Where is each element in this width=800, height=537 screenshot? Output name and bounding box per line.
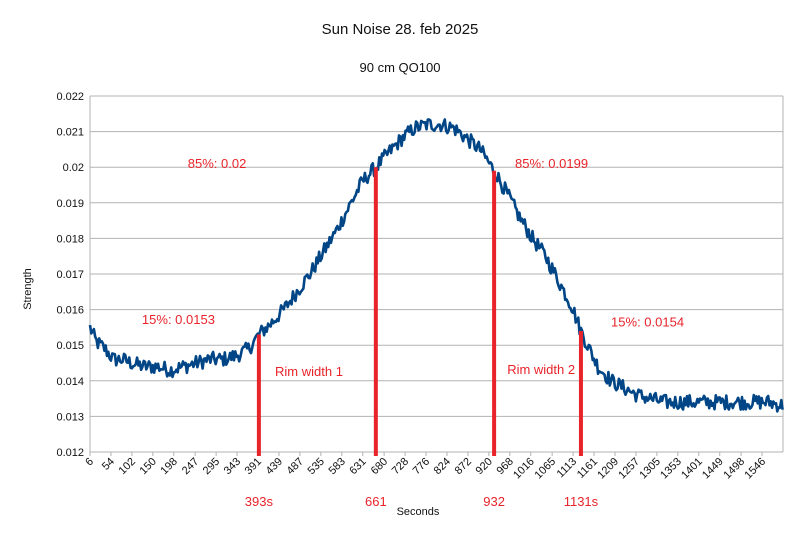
x-tick-label: 247 (180, 456, 201, 477)
x-tick-label: 1016 (511, 456, 537, 482)
y-tick-label: 0.017 (56, 269, 84, 281)
x-tick-label: 6 (83, 456, 96, 469)
marker-label: 393s (245, 494, 274, 509)
x-tick-label: 824 (432, 456, 453, 477)
y-tick-label: 0.012 (56, 447, 84, 459)
x-tick-label: 295 (201, 456, 222, 477)
x-tick-label: 150 (137, 456, 158, 477)
x-tick-label: 1209 (595, 456, 621, 482)
chart-title: Sun Noise 28. feb 2025 (322, 21, 479, 38)
x-tick-label: 198 (158, 456, 179, 477)
x-tick-label: 631 (347, 456, 368, 477)
annotations-group: 85%: 0.02 85%: 0.0199 15%: 0.0153 15%: 0.01… (142, 156, 684, 379)
x-tick-label: 535 (306, 456, 327, 477)
x-tick-label: 583 (326, 456, 347, 477)
x-tick-label: 728 (390, 456, 411, 477)
y-tick-label: 0.022 (56, 91, 84, 103)
grid (89, 95, 784, 453)
x-tick-label: 1305 (637, 456, 663, 482)
x-tick-label: 1401 (679, 456, 705, 482)
x-axis: 6 54 102 150 198 247 295 343 391 439 487 535 583 631 6… (83, 452, 768, 481)
annotation: 15%: 0.0154 (611, 315, 684, 330)
y-tick-label: 0.016 (56, 305, 84, 317)
y-tick-label: 0.018 (56, 233, 84, 245)
chart-subtitle: 90 cm QO100 (360, 60, 441, 75)
series-group (88, 118, 784, 413)
annotation: 85%: 0.02 (188, 156, 247, 171)
annotation: Rim width 1 (275, 364, 343, 379)
y-tick-label: 0.02 (63, 162, 84, 174)
x-tick-label: 872 (453, 456, 474, 477)
x-tick-label: 1113 (555, 456, 580, 481)
markers-group: 393s 661 932 1131s (245, 167, 599, 509)
series-line (88, 118, 784, 413)
x-tick-label: 1257 (616, 456, 642, 482)
x-axis-label: Seconds (397, 506, 440, 518)
x-tick-label: 1546 (742, 456, 768, 482)
x-tick-label: 776 (411, 456, 432, 477)
x-tick-label: 680 (369, 456, 390, 477)
x-tick-label: 439 (264, 456, 285, 477)
x-tick-label: 1449 (700, 456, 726, 482)
x-tick-label: 102 (117, 456, 138, 477)
y-tick-label: 0.019 (56, 198, 84, 210)
y-axis-label: Strength (22, 268, 34, 310)
x-tick-label: 391 (243, 456, 264, 477)
x-tick-label: 1161 (575, 456, 600, 481)
annotation: 85%: 0.0199 (515, 156, 588, 171)
x-tick-label: 1353 (658, 456, 684, 482)
x-tick-label: 1498 (721, 456, 747, 482)
marker-label: 932 (483, 494, 505, 509)
x-tick-label: 487 (285, 456, 306, 477)
y-tick-label: 0.015 (56, 340, 84, 352)
annotation: Rim width 2 (507, 362, 575, 377)
annotation: 15%: 0.0153 (142, 312, 215, 327)
marker-label: 661 (365, 494, 387, 509)
x-tick-label: 343 (222, 456, 243, 477)
y-axis: 0.012 0.013 0.014 0.015 0.016 0.017 0.018 0.019… (56, 91, 84, 459)
y-tick-label: 0.021 (56, 127, 84, 139)
y-tick-label: 0.014 (56, 376, 84, 388)
y-tick-label: 0.013 (56, 411, 84, 423)
x-tick-label: 54 (100, 456, 117, 473)
marker-label: 1131s (564, 494, 599, 509)
x-tick-label: 1065 (532, 456, 558, 482)
x-tick-label: 920 (474, 456, 495, 477)
